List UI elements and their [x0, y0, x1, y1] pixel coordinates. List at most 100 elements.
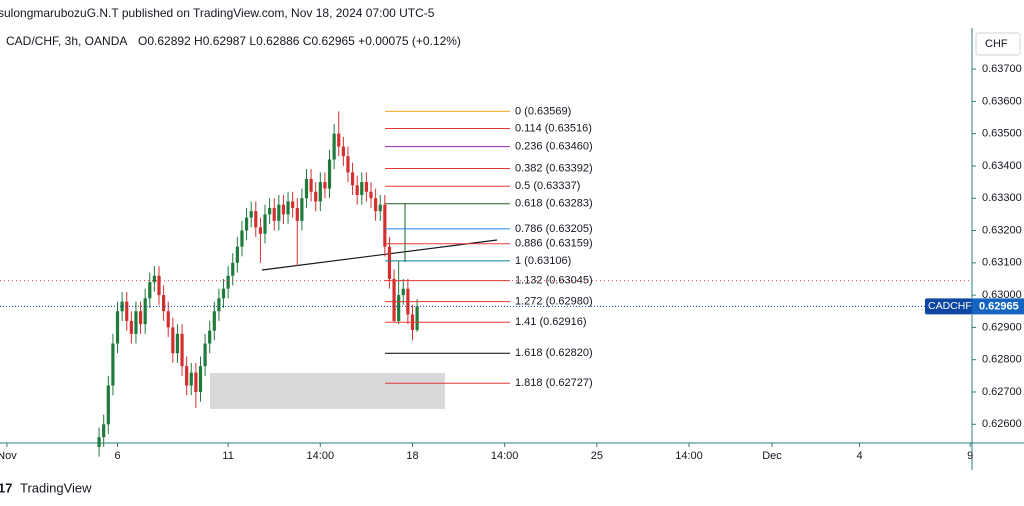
x-tick-label: 14:00 — [675, 450, 703, 462]
candle-body — [254, 211, 258, 228]
fib-label: 1.132 (0.63045) — [515, 274, 593, 286]
candle-body — [323, 182, 327, 189]
ticker-label: CADCHF — [928, 300, 972, 312]
y-tick-label: 0.63300 — [982, 192, 1022, 204]
candle-body — [277, 204, 281, 221]
candle-body — [166, 311, 170, 328]
candle-body — [240, 230, 244, 247]
y-tick-label: 0.63400 — [982, 160, 1022, 172]
y-tick-label: 0.63600 — [982, 95, 1022, 107]
candle-body — [281, 204, 286, 215]
candle-body — [286, 201, 290, 215]
candle-body — [314, 191, 318, 202]
candle-body — [194, 372, 198, 392]
candle-body — [217, 298, 221, 312]
y-tick-label: 0.63700 — [982, 63, 1022, 75]
logo-mark: 17 — [0, 480, 12, 495]
candle-body — [401, 288, 405, 296]
candle-body — [125, 301, 129, 321]
y-tick-label: 0.62900 — [982, 321, 1022, 333]
candle-body — [318, 182, 322, 202]
candle-body — [226, 275, 230, 289]
candle-body — [162, 295, 166, 312]
candle-body — [148, 282, 152, 299]
candle-body — [300, 198, 304, 221]
x-tick-label: 4 — [856, 450, 862, 462]
fib-label: 0.5 (0.63337) — [515, 180, 580, 192]
x-tick-label: 6 — [114, 450, 120, 462]
price-tag — [972, 298, 1024, 315]
candle-body — [355, 185, 359, 196]
x-tick-label: 14:00 — [491, 450, 519, 462]
candle-body — [221, 288, 226, 299]
candle-body — [249, 211, 253, 218]
candle-body — [383, 204, 387, 247]
plot — [97, 111, 419, 457]
y-tick-label: 0.63100 — [982, 257, 1022, 269]
currency-box[interactable] — [975, 32, 1021, 56]
candle-body — [397, 295, 401, 321]
candle-body — [111, 343, 115, 386]
x-tick-label: Nov — [0, 450, 17, 462]
y-tick-label: 0.63500 — [982, 128, 1022, 140]
candle-body — [106, 385, 110, 425]
fib-label: 0.236 (0.63460) — [515, 140, 593, 152]
candle-body — [171, 327, 175, 354]
candle-body — [212, 311, 216, 331]
candle-body — [189, 372, 193, 386]
candle-body — [327, 159, 332, 189]
candle-body — [157, 275, 161, 296]
candle-body — [231, 262, 235, 276]
candle-body — [198, 366, 203, 392]
candle-body — [309, 178, 313, 192]
candle-body — [180, 333, 184, 367]
x-tick-label: 11 — [222, 450, 233, 462]
x-tick-label: Dec — [762, 450, 782, 462]
candle-body — [304, 178, 309, 199]
y-tick-label: 0.62800 — [982, 354, 1022, 366]
candle-body — [185, 366, 189, 386]
x-tick-label: 25 — [591, 450, 603, 462]
zone-box — [210, 373, 445, 409]
y-tick-label: 0.62600 — [982, 418, 1022, 430]
candle-body — [291, 201, 295, 208]
candle-body — [374, 198, 378, 212]
fib-label: 1 (0.63106) — [515, 255, 571, 267]
fib-label: 1.618 (0.62820) — [515, 347, 593, 359]
fib-label: 0.114 (0.63516) — [515, 122, 592, 134]
fib-label: 1.818 (0.62727) — [515, 377, 593, 389]
x-tick-label: 9 — [967, 450, 973, 462]
fib-label: 0.886 (0.63159) — [515, 238, 593, 250]
candle-body — [360, 182, 364, 196]
candle-body — [102, 424, 106, 438]
candle-body — [263, 214, 267, 234]
trend-line — [261, 239, 498, 271]
candle-body — [115, 311, 120, 344]
candle-body — [268, 207, 272, 215]
fib-label: 0.786 (0.63205) — [515, 223, 593, 235]
publisher: sulongmarubozuG.N.T published on Trading… — [0, 6, 435, 20]
candle-body — [138, 311, 143, 325]
candle-body — [364, 182, 369, 192]
candle-body — [143, 298, 147, 325]
candle-body — [272, 207, 276, 221]
candle-body — [244, 217, 249, 231]
candle-body — [369, 191, 373, 199]
candle-body — [97, 437, 101, 447]
candle-body — [208, 330, 212, 344]
x-tick-label: 18 — [406, 450, 418, 462]
candle-body — [120, 301, 124, 312]
ohlc-legend: O0.62892 H0.62987 L0.62886 C0.62965 +0.0… — [138, 34, 461, 48]
candle-body — [129, 320, 133, 334]
symbol: CAD/CHF, 3h, OANDA — [6, 34, 127, 48]
brand: TradingView — [20, 480, 92, 495]
candle-body — [341, 146, 345, 157]
candle-body — [152, 275, 156, 283]
candle-body — [415, 306, 419, 330]
candle-body — [387, 246, 392, 279]
candle-body — [175, 333, 180, 354]
candle-body — [392, 278, 396, 321]
fib-label: 0 (0.63569) — [515, 105, 571, 117]
candle-body — [332, 133, 336, 160]
